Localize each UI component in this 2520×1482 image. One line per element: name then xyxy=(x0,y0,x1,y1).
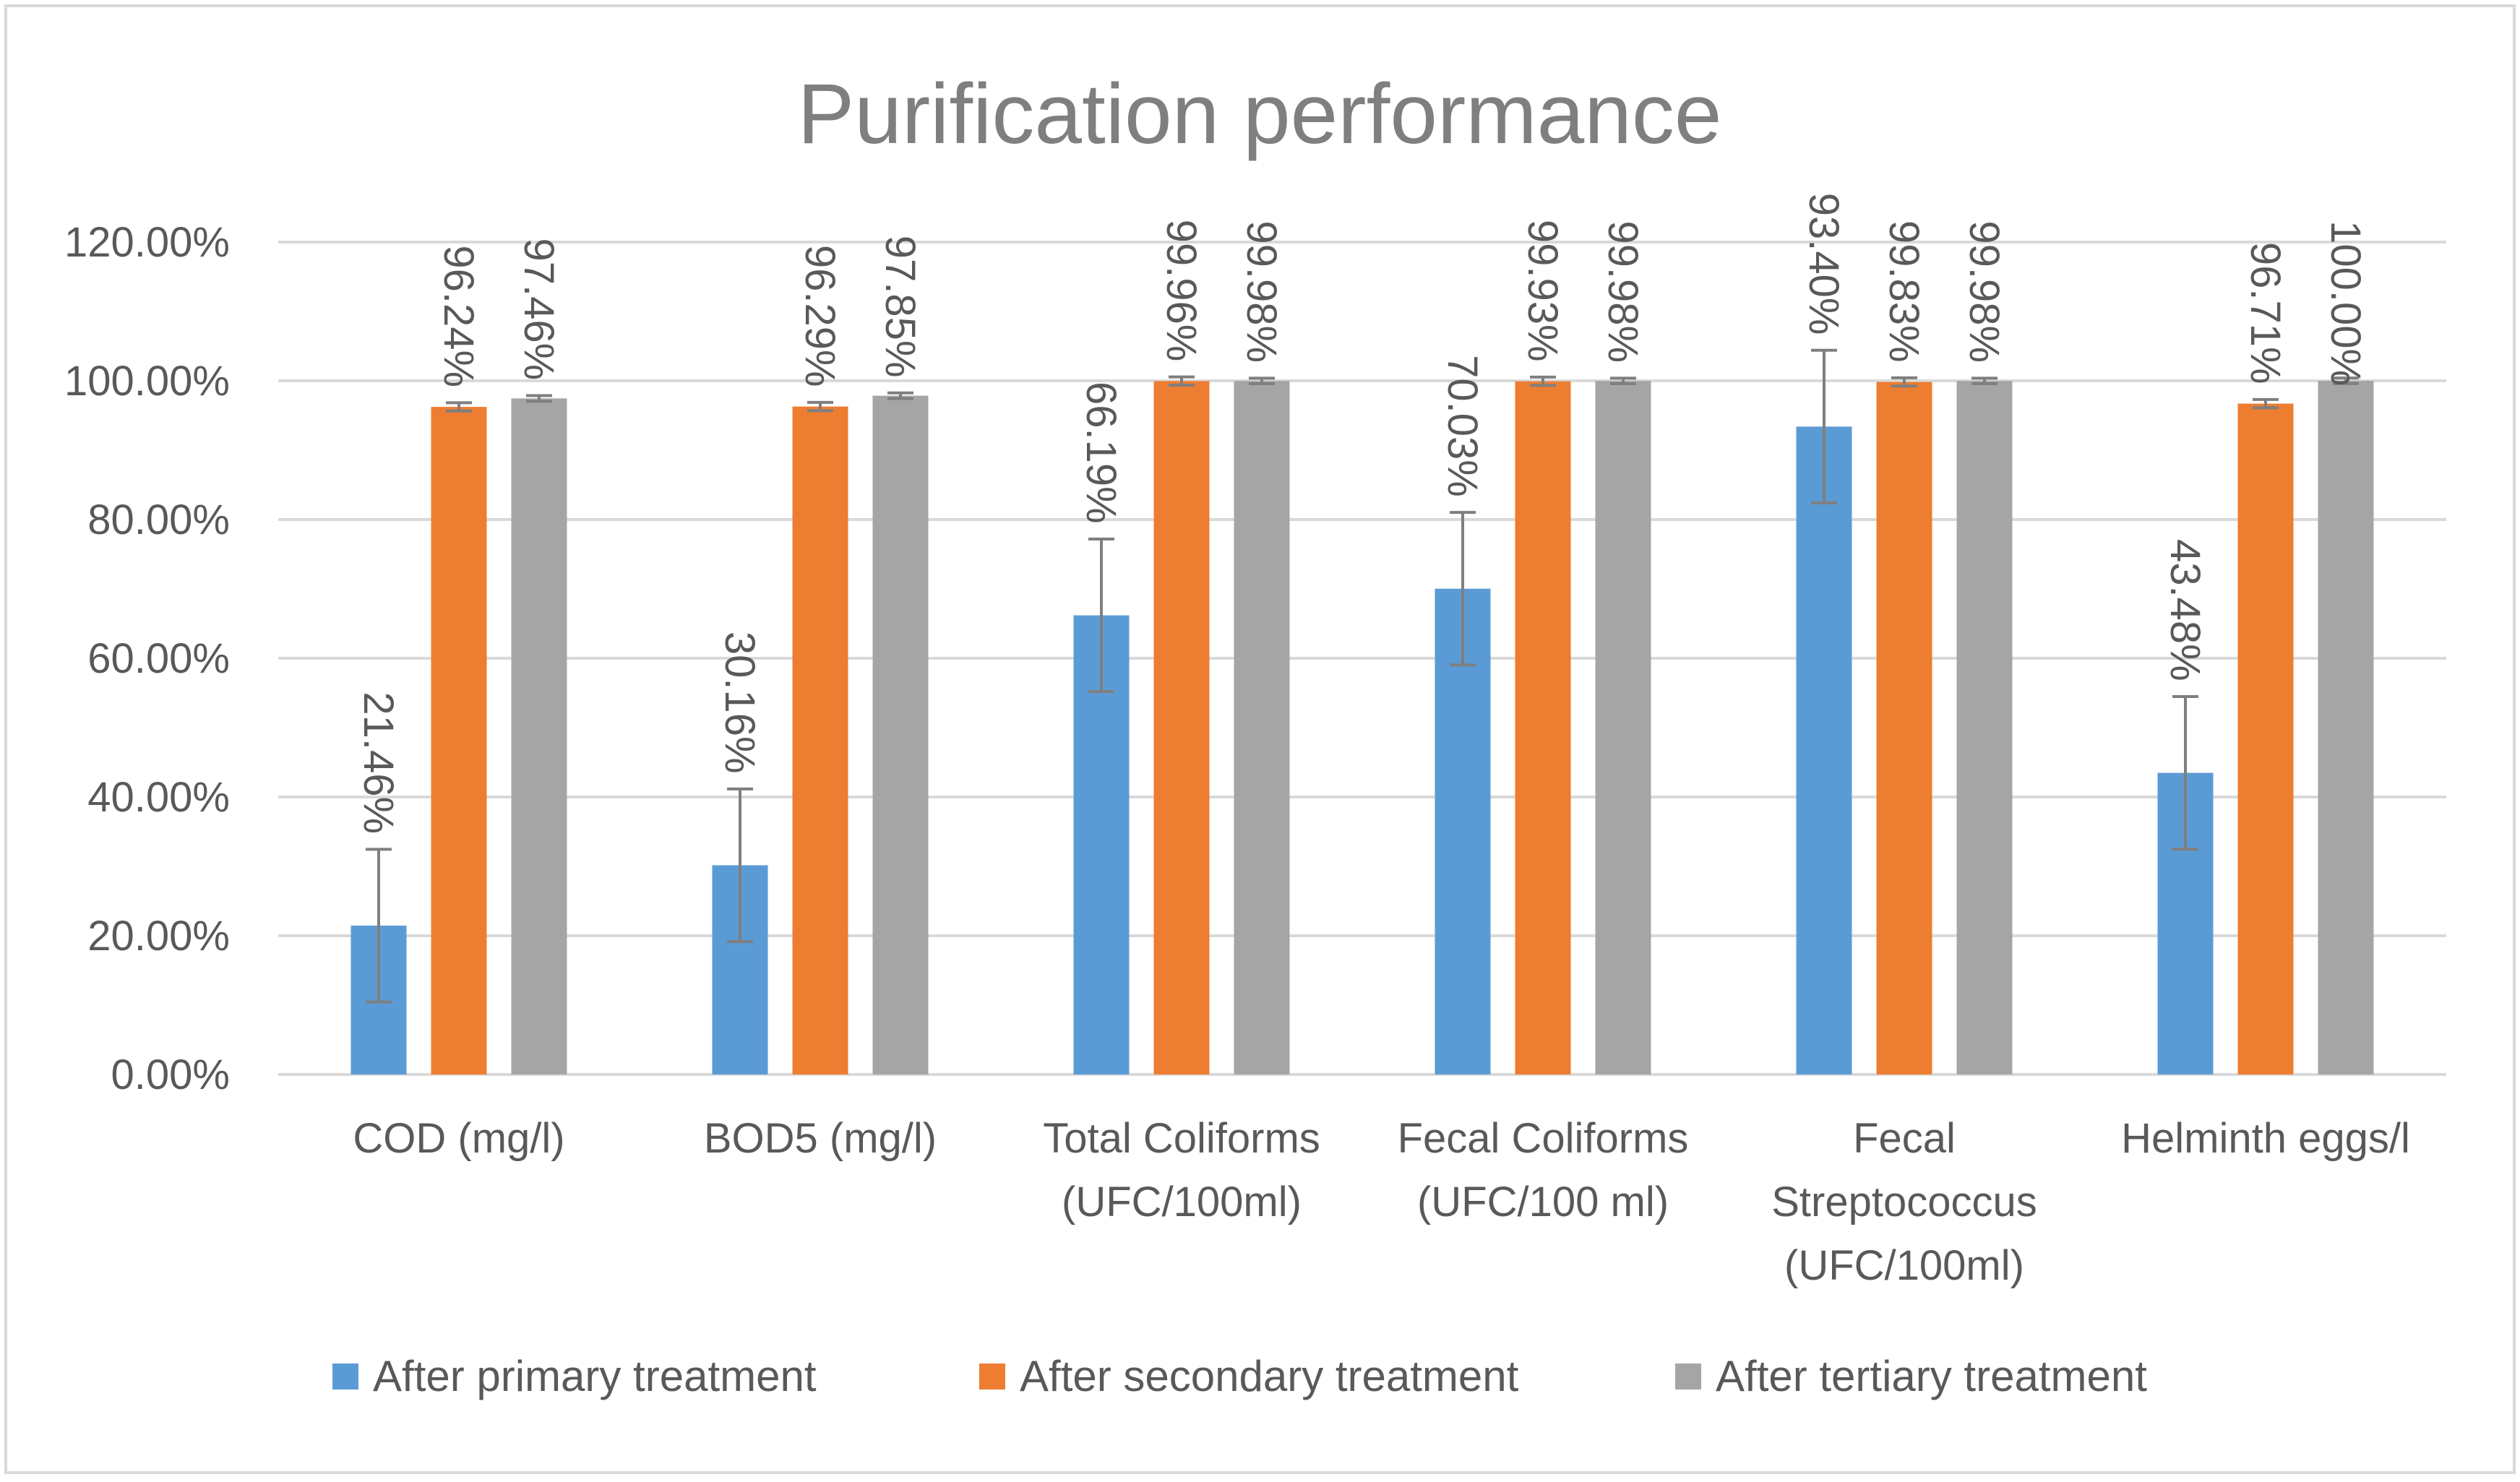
bar-s1-c2 xyxy=(1153,381,1210,1074)
x-tick-label-line: COD (mg/l) xyxy=(353,1115,564,1162)
x-tick-label-0: COD (mg/l) xyxy=(353,1115,564,1162)
data-labels: 21.46% 30.16% 66.19% 70.03% 93.40% 43.48% 96.2… xyxy=(355,193,2369,834)
gridlines xyxy=(278,241,2446,1076)
x-axis-category-labels: COD (mg/l) BOD5 (mg/l) Total Coliforms (UFC… xyxy=(353,1115,2409,1289)
x-tick-label-line: Total Coliforms xyxy=(1043,1115,1320,1162)
bar-s2-c2 xyxy=(1234,381,1290,1074)
data-label-s1-c2: 99.96% xyxy=(1158,220,1205,362)
y-tick-label-4: 80.00% xyxy=(87,496,230,543)
bar-s2-c5 xyxy=(2318,381,2374,1074)
data-label-s0-c4: 93.40% xyxy=(1800,193,1847,335)
x-tick-label-line: (UFC/100 ml) xyxy=(1417,1179,1669,1225)
data-label-s1-c4: 99.83% xyxy=(1880,220,1927,363)
data-label-s2-c2: 99.98% xyxy=(1238,220,1285,363)
bar-s1-c3 xyxy=(1515,381,1571,1074)
data-label-s0-c1: 30.16% xyxy=(716,632,763,774)
data-label-s1-c1: 96.29% xyxy=(796,245,843,387)
legend-swatch-2 xyxy=(1675,1363,1701,1390)
y-tick-label-5: 100.00% xyxy=(64,358,230,405)
bar-s1-c1 xyxy=(792,406,848,1074)
y-tick-label-3: 60.00% xyxy=(87,635,230,682)
x-tick-label-3: Fecal Coliforms (UFC/100 ml) xyxy=(1398,1115,1689,1225)
x-tick-label-5: Helminth eggs/l xyxy=(2121,1115,2410,1162)
bar-s0-c4 xyxy=(1796,426,1852,1074)
x-tick-label-line: Streptococcus xyxy=(1771,1179,2037,1225)
data-label-s0-c3: 70.03% xyxy=(1439,355,1486,497)
legend: After primary treatment After secondary t… xyxy=(332,1352,2147,1400)
y-tick-label-6: 120.00% xyxy=(64,219,230,266)
y-tick-label-1: 20.00% xyxy=(87,913,230,960)
bar-s2-c3 xyxy=(1595,381,1651,1074)
x-tick-label-line: (UFC/100ml) xyxy=(1062,1179,1302,1225)
bar-s2-c4 xyxy=(1956,381,2013,1074)
bar-s2-c0 xyxy=(511,398,567,1074)
legend-label-0: After primary treatment xyxy=(373,1352,817,1400)
data-label-s2-c4: 99.98% xyxy=(1961,220,2008,363)
bar-s1-c5 xyxy=(2237,403,2294,1074)
chart-title: Purification performance xyxy=(798,66,1722,162)
x-tick-label-line: Helminth eggs/l xyxy=(2121,1115,2410,1162)
data-label-s1-c0: 96.24% xyxy=(435,245,482,387)
bar-s0-c3 xyxy=(1435,588,1491,1074)
bar-s2-c1 xyxy=(872,395,929,1074)
legend-swatch-1 xyxy=(979,1363,1005,1390)
bars xyxy=(351,381,2374,1074)
y-tick-label-0: 0.00% xyxy=(111,1051,230,1098)
x-tick-label-line: (UFC/100ml) xyxy=(1784,1242,2024,1289)
legend-label-2: After tertiary treatment xyxy=(1716,1352,2147,1400)
x-tick-label-4: Fecal Streptococcus (UFC/100ml) xyxy=(1771,1115,2037,1289)
bar-s1-c0 xyxy=(431,407,487,1074)
y-tick-label-2: 40.00% xyxy=(87,774,230,821)
data-label-s2-c0: 97.46% xyxy=(515,238,562,381)
data-label-s0-c5: 43.48% xyxy=(2162,539,2209,681)
x-tick-label-1: BOD5 (mg/l) xyxy=(704,1115,937,1162)
data-label-s0-c0: 21.46% xyxy=(355,692,402,834)
data-label-s1-c3: 99.93% xyxy=(1519,220,1566,362)
x-tick-label-line: Fecal xyxy=(1853,1115,1956,1162)
bar-s1-c4 xyxy=(1876,382,1932,1074)
legend-swatch-0 xyxy=(332,1363,358,1390)
y-axis-tick-labels: 0.00% 20.00% 40.00% 60.00% 80.00% 100.00% 120.… xyxy=(64,219,230,1098)
data-label-s0-c2: 66.19% xyxy=(1078,382,1124,524)
data-label-s2-c1: 97.85% xyxy=(877,236,924,378)
x-tick-label-line: Fecal Coliforms xyxy=(1398,1115,1689,1162)
data-label-s2-c5: 100.00% xyxy=(2322,220,2369,386)
x-tick-label-line: BOD5 (mg/l) xyxy=(704,1115,937,1162)
error-bars xyxy=(366,348,2359,1004)
data-label-s1-c5: 96.71% xyxy=(2242,242,2289,384)
data-label-s2-c3: 99.98% xyxy=(1599,220,1646,363)
legend-label-1: After secondary treatment xyxy=(1020,1352,1519,1400)
x-tick-label-2: Total Coliforms (UFC/100ml) xyxy=(1043,1115,1320,1225)
